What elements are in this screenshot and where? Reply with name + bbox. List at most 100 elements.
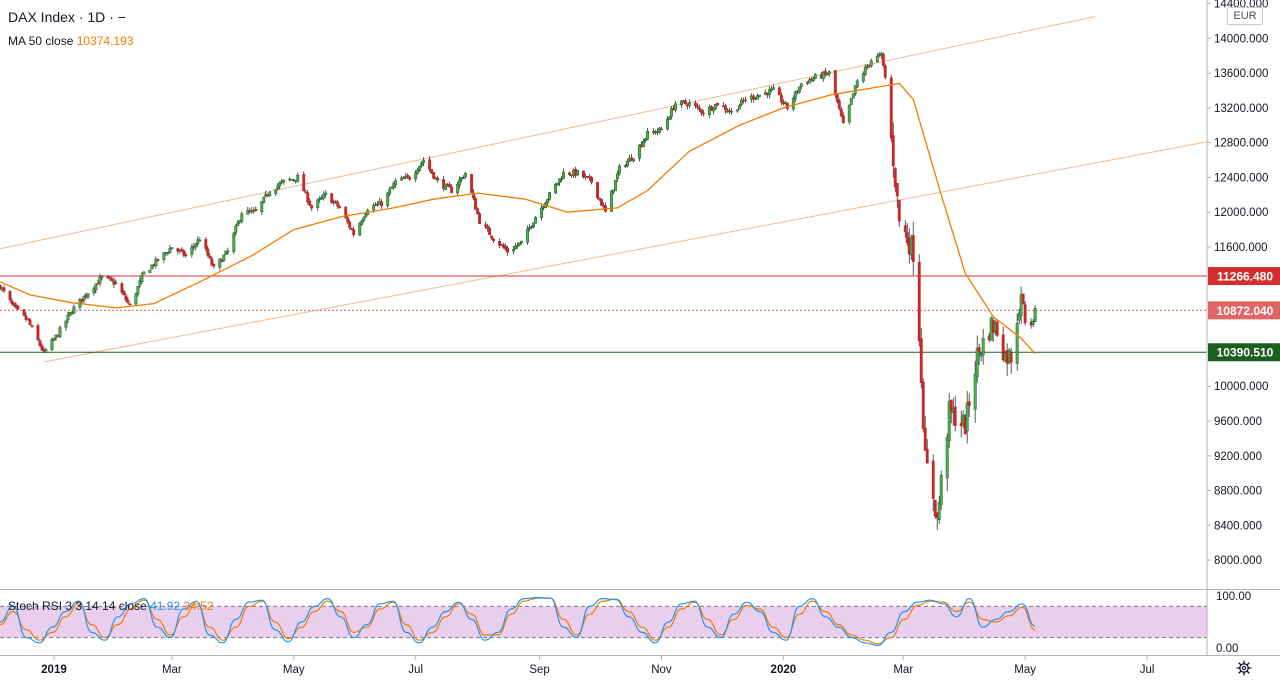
candle xyxy=(10,298,14,306)
candle xyxy=(624,164,627,169)
candle-body xyxy=(420,162,424,167)
stoch-rsi-legend[interactable]: Stoch RSI 3 3 14 14 close 41.92 34.52 xyxy=(8,599,214,613)
collapse-dash[interactable]: − xyxy=(117,9,126,25)
candle-body xyxy=(338,206,342,209)
symbol-legend[interactable]: DAX Index · 1D · − xyxy=(8,9,126,25)
candle-body xyxy=(751,95,755,100)
currency-badge[interactable]: EUR xyxy=(1227,7,1263,25)
candle xyxy=(64,320,68,331)
candle-body xyxy=(350,228,354,231)
candle xyxy=(94,283,98,294)
candle-body xyxy=(358,223,362,236)
candle xyxy=(530,225,534,230)
time-tick-label: May xyxy=(1014,664,1036,676)
candle-body xyxy=(2,287,6,292)
candle-body xyxy=(50,339,54,351)
settings-gear-icon[interactable] xyxy=(1236,660,1252,676)
candle xyxy=(236,220,240,227)
candle xyxy=(226,247,230,255)
candle xyxy=(576,169,579,177)
time-axis-ticks[interactable]: 2019 Mar May Jul Sep Nov 2020 Mar May Jul xyxy=(41,656,1154,676)
candle-body xyxy=(945,436,949,479)
candle-body xyxy=(198,239,202,242)
candle-body xyxy=(180,249,184,251)
candle xyxy=(793,90,797,103)
candle-body xyxy=(488,227,492,235)
candle-body xyxy=(8,291,12,301)
candle xyxy=(891,122,895,178)
candle-body xyxy=(807,79,811,84)
candle-body xyxy=(194,243,198,248)
candle-body xyxy=(64,320,68,328)
candle xyxy=(358,222,362,236)
candle-body xyxy=(799,83,803,87)
candle-body xyxy=(330,193,334,204)
candle-body xyxy=(388,189,392,194)
ma-legend[interactable]: MA 50 close 10374.193 xyxy=(8,34,133,48)
candle-body xyxy=(444,183,448,190)
candle-body xyxy=(138,280,142,286)
candle xyxy=(823,67,827,77)
candle-body xyxy=(386,192,390,207)
candle xyxy=(1019,286,1023,325)
candle-body xyxy=(134,293,138,305)
candle xyxy=(616,170,619,182)
candle xyxy=(420,161,424,168)
candle-body xyxy=(332,201,336,204)
candle xyxy=(194,242,198,251)
candle-body xyxy=(322,194,326,199)
candle-body xyxy=(669,108,673,117)
candle-body xyxy=(22,309,26,316)
candle xyxy=(614,179,617,191)
candle-body xyxy=(124,295,128,301)
candle-body xyxy=(813,74,817,79)
candle xyxy=(22,308,26,317)
candle xyxy=(232,231,236,255)
candle xyxy=(316,198,320,211)
candle-body xyxy=(905,232,909,244)
candle-body xyxy=(234,225,238,234)
candle xyxy=(945,433,949,492)
candle-body xyxy=(679,100,683,106)
candle xyxy=(206,245,210,258)
candle xyxy=(1001,326,1005,363)
candle-body xyxy=(82,295,86,301)
stoch-rsi-k-line xyxy=(0,596,1036,647)
ma-value: 10374.193 xyxy=(76,34,134,48)
candle xyxy=(667,116,671,121)
candle xyxy=(134,292,138,305)
candle-body xyxy=(558,178,561,183)
candle-body xyxy=(695,105,699,108)
candle xyxy=(470,173,474,194)
candle-body xyxy=(837,100,841,109)
candle xyxy=(516,242,520,249)
candle-body xyxy=(855,80,859,88)
candle-body xyxy=(947,401,951,441)
candle-body xyxy=(38,340,42,346)
candle-body xyxy=(693,102,697,107)
candle xyxy=(330,192,334,204)
candle xyxy=(701,109,705,117)
candle xyxy=(344,206,348,219)
candle-body xyxy=(841,115,845,124)
candle xyxy=(905,222,909,246)
candle xyxy=(931,454,935,511)
candle xyxy=(218,257,222,271)
candle xyxy=(590,175,593,185)
candle-body xyxy=(827,71,831,75)
candle xyxy=(0,284,2,290)
candle xyxy=(362,216,366,223)
candle xyxy=(632,158,635,163)
candle-body xyxy=(624,165,627,168)
level-tag-label: 10872.040 xyxy=(1217,304,1274,318)
candle-body xyxy=(518,242,522,246)
candle xyxy=(811,76,815,83)
price-tick-label: 14400.000 xyxy=(1214,0,1268,10)
price-axis-ticks[interactable]: 14400.000 14000.000 13600.000 13200.000 1280… xyxy=(1207,0,1268,567)
candle-body xyxy=(346,217,350,223)
candle xyxy=(921,378,925,433)
candle-body xyxy=(154,258,158,267)
candle xyxy=(947,393,951,449)
candle xyxy=(582,170,585,179)
